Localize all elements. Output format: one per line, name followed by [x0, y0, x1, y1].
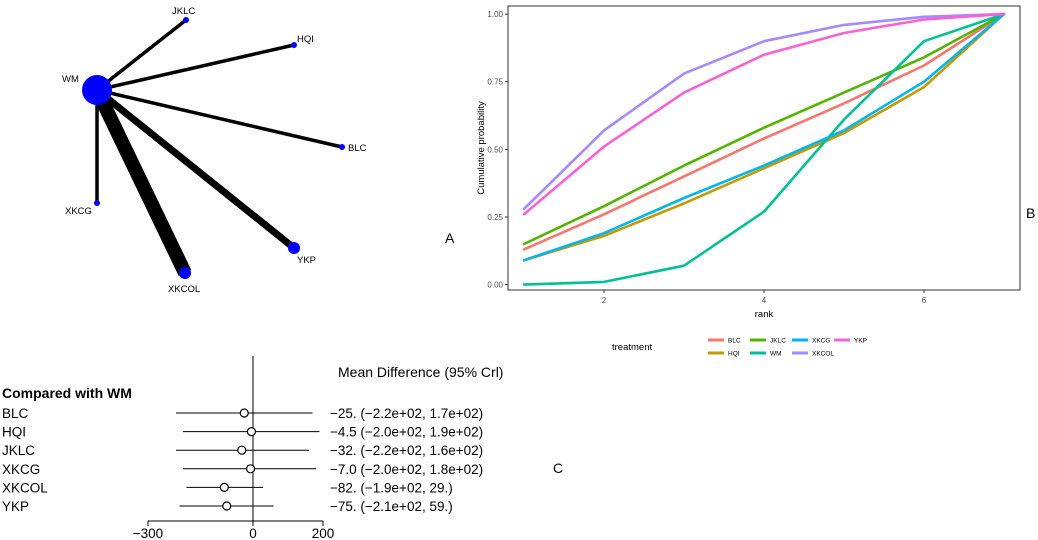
row-label-blc: BLC [2, 406, 29, 421]
y-tick-label: 0.75 [487, 78, 503, 87]
row-label-xkcol: XKCOL [2, 480, 48, 495]
y-axis-label: Cumulative probability [476, 101, 487, 195]
series-line-hqi [522, 12, 1006, 262]
network-plot: WM JKLC HQI BLC YKP XKCOL XKCG [62, 6, 367, 295]
network-node-label-blc: BLC [348, 143, 367, 154]
row-label-hqi: HQI [2, 425, 26, 440]
network-node-label-xkcg: XKCG [65, 206, 92, 217]
point-estimate-jklc [237, 445, 247, 455]
series-line-wm [522, 12, 1006, 286]
forest-x-tick-label: −300 [133, 526, 163, 540]
network-node-label-ykp: YKP [297, 255, 316, 266]
series-line-ykp [522, 12, 1006, 216]
y-tick-label: 0.00 [487, 281, 503, 290]
x-axis-label: rank [755, 309, 774, 320]
forest-x-tick-label: 0 [249, 526, 257, 540]
y-tick-label: 0.25 [487, 213, 503, 222]
network-edge-wm-jklc [95, 18, 188, 92]
forest-plot: Mean Difference (95% Crl) Compared with W… [2, 356, 503, 540]
x-tick-label: 2 [602, 296, 607, 305]
network-node-hqi [291, 42, 297, 48]
legend-label-wm: WM [770, 351, 782, 358]
network-node-label-xkcol: XKCOL [168, 284, 200, 295]
row-value-blc: −25. (−2.2e+02, 1.7e+02) [330, 406, 483, 421]
legend-label-xkcg: XKCG [812, 338, 830, 345]
series-line-xkcol [522, 12, 1006, 211]
rank-probability-plot: 0.00 0.25 0.50 0.75 1.00 2 4 6 rank Cumulative pr… [476, 5, 1021, 358]
row-value-jklc: −32. (−2.2e+02, 1.6e+02) [330, 443, 483, 458]
point-estimate-xkcol [219, 482, 229, 492]
y-tick-label: 0.50 [487, 145, 503, 154]
series-line-xkcg [522, 12, 1006, 262]
network-node-label-wm: WM [62, 74, 79, 85]
x-tick-label: 4 [762, 296, 767, 305]
forest-x-tick-label: 200 [312, 526, 335, 540]
row-label-xkcg: XKCG [2, 462, 40, 477]
point-estimate-ykp [222, 501, 232, 511]
network-node-wm [82, 75, 112, 105]
legend-title: treatment [612, 342, 652, 353]
series-line-jklc [522, 12, 1006, 246]
compared-with-label: Compared with WM [2, 385, 132, 401]
row-label-ykp: YKP [2, 499, 29, 514]
row-value-ykp: −75. (−2.1e+02, 59.) [330, 499, 453, 514]
network-edge-wm-ykp [94, 87, 297, 251]
row-label-jklc: JKLC [2, 443, 35, 458]
point-estimate-blc [239, 408, 249, 418]
network-edge-wm-blc [96, 88, 343, 149]
series-line-blc [522, 12, 1006, 251]
legend-label-jklc: JKLC [770, 338, 786, 345]
point-estimate-hqi [246, 427, 257, 437]
legend-label-ykp: YKP [854, 338, 867, 345]
legend-label-blc: BLC [728, 338, 741, 345]
legend-label-xkcol: XKCOL [812, 351, 834, 358]
network-node-blc [339, 144, 345, 150]
panel-label-c: C [553, 460, 563, 476]
network-node-xkcg [94, 200, 100, 206]
network-node-xkcol [179, 267, 191, 279]
panel-label-a: A [445, 230, 455, 246]
x-tick-label: 6 [922, 296, 927, 305]
network-node-jklc [183, 17, 189, 23]
panel-label-b: B [1026, 205, 1035, 221]
network-node-label-hqi: HQI [297, 34, 314, 45]
row-value-hqi: −4.5 (−2.0e+02, 1.9e+02) [330, 425, 483, 440]
network-node-ykp [288, 242, 300, 254]
forest-title: Mean Difference (95% Crl) [338, 364, 503, 380]
network-edge-wm-xkcol [90, 86, 192, 277]
y-tick-label: 1.00 [487, 10, 503, 19]
plot-panel-border [507, 5, 1021, 291]
network-edge-wm-hqi [96, 43, 295, 92]
row-value-xkcg: −7.0 (−2.0e+02, 1.8e+02) [330, 462, 483, 477]
row-value-xkcol: −82. (−1.9e+02, 29.) [330, 480, 453, 495]
legend-label-hqi: HQI [728, 351, 740, 358]
point-estimate-xkcg [245, 464, 256, 474]
network-node-label-jklc: JKLC [172, 6, 195, 17]
